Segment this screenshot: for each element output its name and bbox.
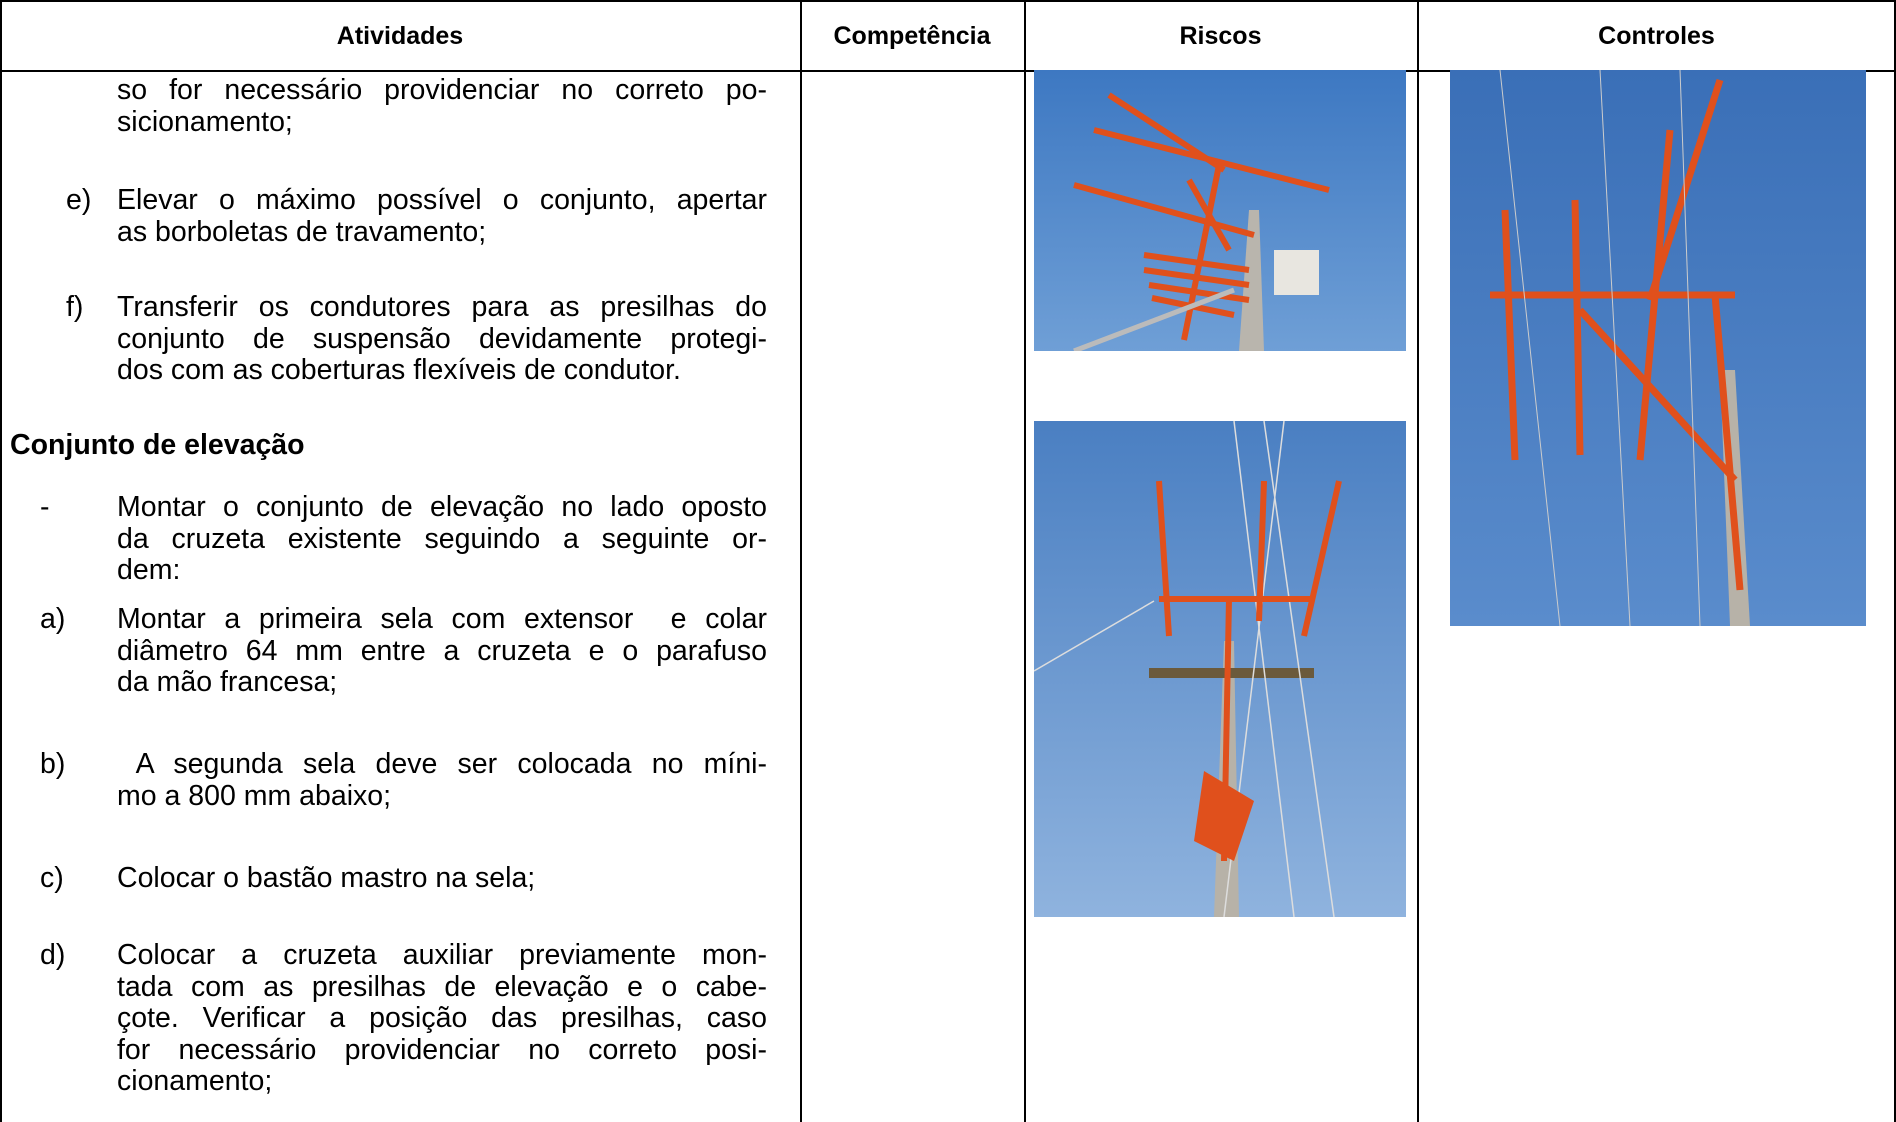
- item-label: -: [40, 491, 50, 523]
- text-line: diâmetro 64 mm entre a cruzeta e o paraf…: [117, 634, 767, 667]
- item-text: so for necessário providenciar no corret…: [117, 74, 767, 138]
- text-line: Colocar o bastão mastro na sela;: [117, 862, 536, 894]
- text-line: da cruzeta existente seguindo a seguinte…: [117, 522, 767, 555]
- column-border: [800, 0, 802, 1122]
- table-border: [0, 0, 1896, 2]
- text-line: Montar a primeira sela com extensor e co…: [117, 603, 767, 635]
- column-border: [1417, 0, 1419, 1122]
- photo: [1450, 70, 1866, 626]
- section-heading: Conjunto de elevação: [10, 429, 305, 461]
- column-border: [1894, 0, 1896, 1122]
- item-label: c): [40, 862, 64, 894]
- column-header: Atividades: [336, 22, 464, 50]
- text-line: mo a 800 mm abaixo;: [117, 779, 392, 812]
- text-line: for necessário providenciar no correto p…: [117, 1033, 767, 1066]
- item-label: b): [40, 748, 66, 780]
- text-line: as borboletas de travamento;: [117, 215, 487, 248]
- text-line: Colocar a cruzeta auxiliar previamente m…: [117, 939, 767, 971]
- column-border: [0, 0, 2, 1122]
- header-border: [0, 70, 1896, 72]
- text-line: A segunda sela deve ser colocada no míni…: [117, 748, 767, 780]
- text-line: so for necessário providenciar no corret…: [117, 74, 767, 106]
- text-line: Transferir os condutores para as presilh…: [117, 291, 767, 323]
- column-header: Controles: [1598, 22, 1715, 50]
- column-header: Riscos: [1179, 22, 1262, 50]
- item-text: Elevar o máximo possível o conjunto, ape…: [117, 184, 767, 248]
- text-line: da mão francesa;: [117, 666, 338, 698]
- text-line: conjunto de suspensão devidamente proteg…: [117, 322, 767, 355]
- item-text: Colocar o bastão mastro na sela;: [117, 862, 767, 895]
- text-line: Elevar o máximo possível o conjunto, ape…: [117, 184, 767, 216]
- item-label: a): [40, 603, 66, 635]
- text-line: dos com as coberturas flexíveis de condu…: [117, 354, 681, 386]
- column-border: [1024, 0, 1026, 1122]
- item-text: Montar o conjunto de elevação no lado op…: [117, 491, 767, 587]
- photo: [1034, 70, 1406, 351]
- text-line: sicionamento;: [117, 105, 293, 138]
- text-line: cionamento;: [117, 1065, 273, 1097]
- text-line: dem:: [117, 554, 181, 586]
- item-label: f): [66, 291, 84, 323]
- text-line: çote. Verificar a posição das presilhas,…: [117, 1002, 767, 1034]
- photo: [1034, 421, 1406, 917]
- item-text: Colocar a cruzeta auxiliar previamente m…: [117, 939, 767, 1098]
- item-text: A segunda sela deve ser colocada no míni…: [117, 748, 767, 812]
- item-label: e): [66, 184, 92, 216]
- text-line: tada com as presilhas de elevação e o ca…: [117, 970, 767, 1003]
- item-text: Montar a primeira sela com extensor e co…: [117, 603, 767, 699]
- item-text: Transferir os condutores para as presilh…: [117, 291, 767, 387]
- text-line: Montar o conjunto de elevação no lado op…: [117, 491, 767, 523]
- column-header: Competência: [833, 22, 991, 50]
- item-label: d): [40, 939, 66, 971]
